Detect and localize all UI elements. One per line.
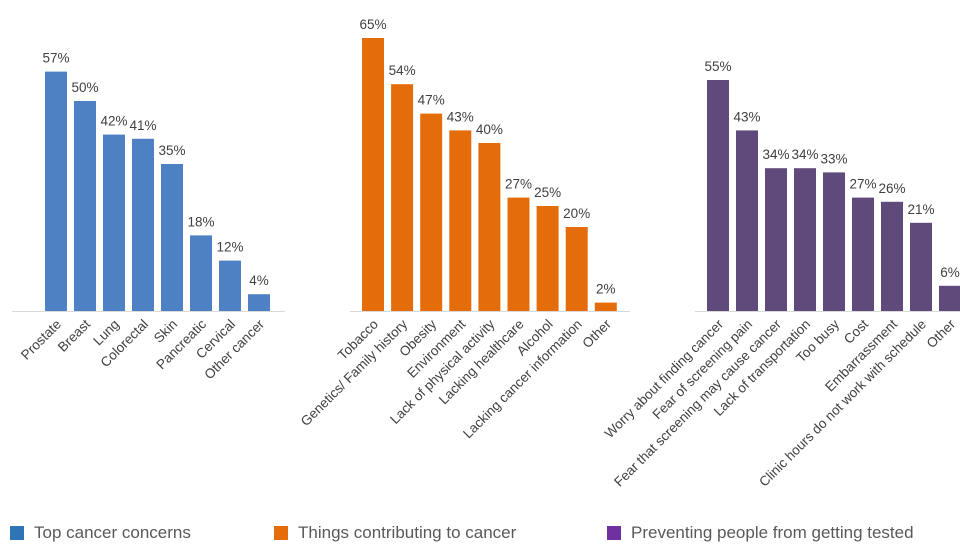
data-label-breast: 50% — [71, 80, 98, 95]
bar-clinic-hours-do-not-work-with-schedule — [910, 222, 932, 311]
bar-other — [594, 302, 617, 311]
bar-lack-of-transportation — [794, 168, 816, 311]
legend-label: Things contributing to cancer — [298, 523, 517, 542]
data-label-other: 6% — [940, 265, 960, 280]
bar-breast — [74, 101, 96, 311]
panel-top-cancer-concerns: 57%Prostate50%Breast42%Lung41%Colorectal… — [12, 51, 285, 382]
data-label-clinic-hours-do-not-work-with-schedule: 21% — [907, 202, 934, 217]
legend-label: Top cancer concerns — [34, 523, 191, 542]
bar-obesity — [420, 113, 443, 311]
bar-lacking-cancer-information — [565, 227, 588, 311]
data-label-fear-of-screening-pain: 43% — [733, 109, 760, 124]
data-label-embarrassment: 26% — [878, 181, 905, 196]
data-label-genetics-family-history: 54% — [389, 63, 416, 78]
data-label-alcohol: 25% — [534, 185, 561, 200]
bar-other — [939, 285, 960, 311]
bar-lacking-healthcare — [507, 197, 530, 311]
legend-item-things-contributing-to-cancer: Things contributing to cancer — [274, 523, 516, 543]
legend-swatch — [607, 526, 621, 540]
data-label-worry-about-finding-cancer: 55% — [704, 59, 731, 74]
legend-swatch — [10, 526, 24, 540]
data-label-lack-of-physical-activity: 40% — [476, 122, 503, 137]
bar-tobacco — [362, 38, 384, 311]
bar-pancreatic — [190, 235, 212, 311]
bar-cervical — [219, 260, 241, 311]
bar-other-cancer — [248, 294, 270, 311]
bar-alcohol — [536, 206, 559, 311]
data-label-tobacco: 65% — [359, 17, 386, 32]
data-label-other-cancer: 4% — [249, 273, 269, 288]
data-label-environment: 43% — [447, 109, 474, 124]
legend-item-preventing-people-from-getting-tested: Preventing people from getting tested — [607, 523, 914, 543]
category-label-prostate: Prostate — [18, 317, 64, 363]
data-label-lack-of-transportation: 34% — [791, 147, 818, 162]
bar-prostate — [45, 71, 67, 311]
category-label-other: Other — [579, 316, 614, 351]
data-label-too-busy: 33% — [820, 151, 847, 166]
data-label-lacking-cancer-information: 20% — [563, 206, 590, 221]
data-label-lacking-healthcare: 27% — [505, 177, 532, 192]
bar-embarrassment — [881, 201, 903, 311]
legend: Top cancer concerns Things contributing … — [0, 520, 960, 546]
data-label-fear-that-screening-may-cause-cancer: 34% — [762, 147, 789, 162]
data-label-cervical: 12% — [216, 240, 243, 255]
bar-environment — [449, 130, 472, 311]
bar-fear-of-screening-pain — [736, 130, 758, 311]
bar-lack-of-physical-activity — [478, 143, 501, 311]
legend-item-top-cancer-concerns: Top cancer concerns — [10, 523, 191, 543]
data-label-skin: 35% — [158, 143, 185, 158]
data-label-colorectal: 41% — [129, 118, 156, 133]
bar-skin — [161, 164, 183, 311]
category-label-other: Other — [924, 316, 959, 351]
legend-swatch — [274, 526, 288, 540]
bar-colorectal — [132, 138, 154, 311]
bar-worry-about-finding-cancer — [707, 80, 729, 311]
bar-genetics-family-history — [391, 84, 414, 311]
category-label-worry-about-finding-cancer: Worry about finding cancer — [602, 316, 727, 441]
data-label-other: 2% — [596, 282, 616, 297]
data-label-lung: 42% — [100, 114, 127, 129]
bar-cost — [852, 197, 874, 311]
bar-too-busy — [823, 172, 845, 311]
data-label-pancreatic: 18% — [187, 214, 214, 229]
legend-label: Preventing people from getting tested — [631, 523, 914, 542]
bar-lung — [103, 134, 125, 311]
data-label-obesity: 47% — [418, 93, 445, 108]
data-label-prostate: 57% — [42, 51, 69, 66]
data-label-cost: 27% — [849, 177, 876, 192]
category-label-breast: Breast — [55, 316, 93, 354]
bar-fear-that-screening-may-cause-cancer — [765, 168, 787, 311]
